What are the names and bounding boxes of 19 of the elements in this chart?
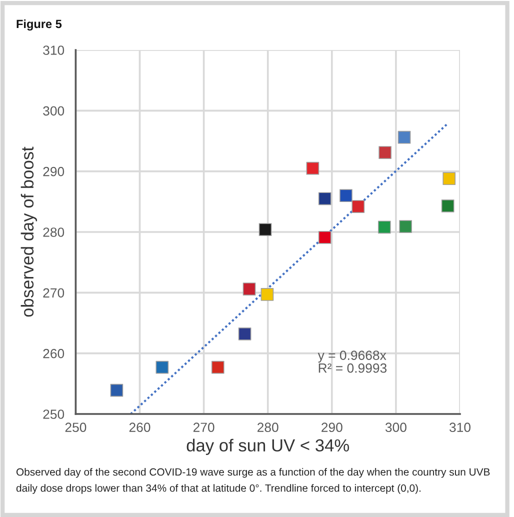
x-tick-label: 250 — [65, 422, 86, 432]
y-axis-title: observed day of boost — [20, 146, 38, 317]
text: Observed day of the second COVID-19 wave surge as a function of the day when the country sun UVB daily dose drops lower than 34% of that at latitude 0°. Trendline forced to intercept (0,0). — [16, 468, 490, 494]
x-tick-label: 300 — [385, 422, 406, 432]
x-tick-label: 280 — [258, 422, 278, 432]
x-tick-label: 270 — [193, 422, 214, 432]
x-axis-title: day of sun UV < 34% — [186, 438, 350, 455]
y-tick-label: 280 — [43, 228, 64, 237]
chart-title: Figure 5 — [16, 19, 62, 31]
y-tick-label: 300 — [43, 106, 64, 116]
annotation: y = 0.9668x R² = 0.9993 — [318, 350, 387, 373]
y-tick-label: 270 — [43, 288, 64, 298]
x-tick-label: 310 — [449, 422, 470, 432]
y-tick-label: 310 — [43, 46, 64, 55]
y-tick-label: 250 — [43, 410, 64, 419]
x-tick-label: 290 — [322, 422, 342, 432]
y-tick-label: 260 — [43, 348, 64, 358]
x-tick-label: 260 — [129, 422, 150, 432]
y-tick-label: 290 — [43, 166, 64, 176]
